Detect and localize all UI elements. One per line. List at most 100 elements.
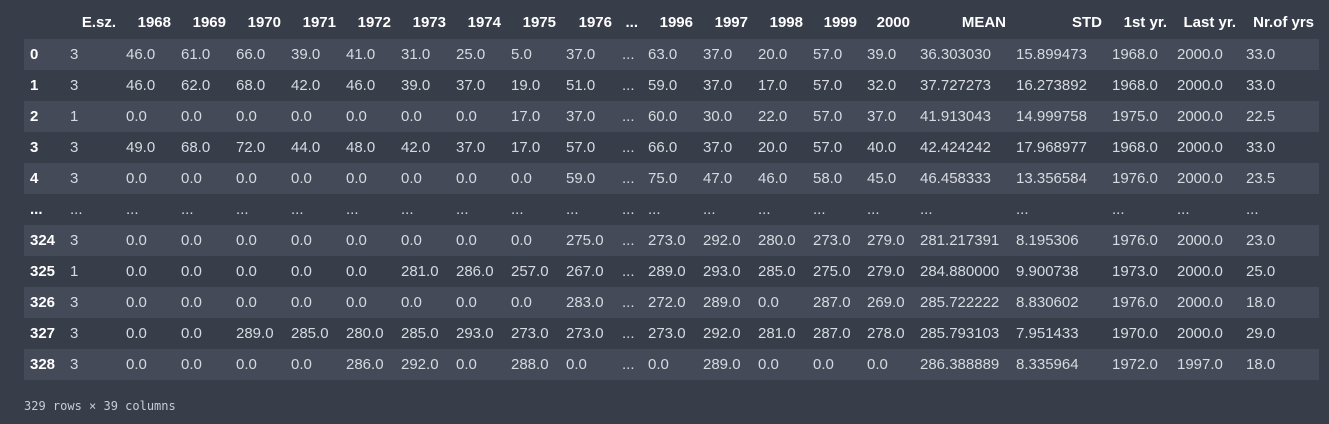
column-header: 1969 bbox=[192, 14, 226, 31]
table-cell: 37.0 bbox=[566, 108, 596, 125]
table-cell: ... bbox=[867, 201, 880, 218]
table-cell: 0.0 bbox=[126, 356, 147, 373]
table-cell: 0.0 bbox=[401, 108, 422, 125]
table-cell: 272.0 bbox=[648, 294, 686, 311]
table-cell: 285.793103 bbox=[920, 325, 1000, 342]
table-cell: 37.0 bbox=[703, 139, 733, 156]
table-cell: ... bbox=[1246, 201, 1259, 218]
table-cell: 23.5 bbox=[1246, 170, 1276, 187]
table-cell: 1968.0 bbox=[1112, 139, 1158, 156]
column-header: Nr.of yrs bbox=[1253, 14, 1314, 31]
table-cell: 2000.0 bbox=[1177, 170, 1223, 187]
table-cell: 267.0 bbox=[566, 263, 604, 280]
table-cell: 287.0 bbox=[813, 325, 851, 342]
table-cell: ... bbox=[622, 77, 635, 94]
table-cell: 7.951433 bbox=[1016, 325, 1079, 342]
table-cell: 8.195306 bbox=[1016, 232, 1079, 249]
table-cell: 18.0 bbox=[1246, 356, 1276, 373]
table-row: 326 3 0.0 0.0 0.0 0.0 0.0 0.0 0.0 0.0 283.0... 272.… bbox=[24, 287, 1319, 318]
table-cell: 273.0 bbox=[648, 232, 686, 249]
table-cell: 33.0 bbox=[1246, 46, 1276, 63]
table-cell: 0.0 bbox=[126, 170, 147, 187]
table-cell: 2000.0 bbox=[1177, 263, 1223, 280]
table-cell: 2000.0 bbox=[1177, 325, 1223, 342]
table-cell: 37.0 bbox=[456, 139, 486, 156]
table-cell: ... bbox=[622, 201, 635, 218]
table-cell: 18.0 bbox=[1246, 294, 1276, 311]
table-cell: 292.0 bbox=[703, 232, 741, 249]
table-cell: ... bbox=[622, 263, 635, 280]
table-cell: 286.388889 bbox=[920, 356, 1000, 373]
table-cell: 68.0 bbox=[236, 77, 266, 94]
table-cell: 285.0 bbox=[758, 263, 796, 280]
row-index-cell: 0 bbox=[30, 46, 39, 63]
table-cell: 279.0 bbox=[867, 263, 905, 280]
table-cell: 22.5 bbox=[1246, 108, 1276, 125]
table-cell: 0.0 bbox=[456, 356, 477, 373]
table-cell: 0.0 bbox=[401, 294, 422, 311]
table-cell: ... bbox=[126, 201, 139, 218]
table-cell: 23.0 bbox=[1246, 232, 1276, 249]
table-cell: 9.900738 bbox=[1016, 263, 1079, 280]
table-cell: 17.0 bbox=[511, 139, 541, 156]
table-cell: 59.0 bbox=[566, 170, 596, 187]
table-cell: 0.0 bbox=[126, 294, 147, 311]
table-row: 327 3 0.0 0.0 289.0 285.0 280.0 285.0 293.0 273.0… bbox=[24, 318, 1319, 349]
table-row-ellipsis: ........................................… bbox=[24, 194, 1319, 225]
table-cell: 32.0 bbox=[867, 77, 897, 94]
table-cell: 62.0 bbox=[181, 77, 211, 94]
table-cell: 273.0 bbox=[511, 325, 549, 342]
table-row: 4 3 0.0 0.0 0.0 0.0 0.0 0.0 0.0 0.0 59.0... 75.0 47.… bbox=[24, 163, 1319, 194]
table-cell: 47.0 bbox=[703, 170, 733, 187]
table-cell: 0.0 bbox=[346, 108, 367, 125]
table-cell: 275.0 bbox=[566, 232, 604, 249]
table-cell: 279.0 bbox=[867, 232, 905, 249]
table-cell: 48.0 bbox=[346, 139, 376, 156]
table-cell: 0.0 bbox=[346, 294, 367, 311]
table-cell: 37.727273 bbox=[920, 77, 991, 94]
table-cell: 41.0 bbox=[346, 46, 376, 63]
table-cell: 25.0 bbox=[1246, 263, 1276, 280]
table-cell: ... bbox=[622, 170, 635, 187]
row-index-cell: 325 bbox=[30, 263, 56, 280]
table-cell: 0.0 bbox=[511, 232, 532, 249]
table-cell: 13.356584 bbox=[1016, 170, 1087, 187]
column-header: 1972 bbox=[357, 14, 391, 31]
column-header: 2000 bbox=[876, 14, 910, 31]
table-cell: 1968.0 bbox=[1112, 77, 1158, 94]
row-index-cell: ... bbox=[30, 201, 43, 218]
table-cell: 281.0 bbox=[758, 325, 796, 342]
table-cell: 0.0 bbox=[181, 294, 202, 311]
column-header: Last yr. bbox=[1183, 14, 1236, 31]
table-cell: 0.0 bbox=[236, 263, 257, 280]
row-index-cell: 326 bbox=[30, 294, 56, 311]
table-cell: 292.0 bbox=[401, 356, 439, 373]
table-cell: 39.0 bbox=[401, 77, 431, 94]
table-cell: 0.0 bbox=[181, 325, 202, 342]
row-index-cell: 4 bbox=[30, 170, 39, 187]
table-cell: ... bbox=[622, 139, 635, 156]
table-cell: 2000.0 bbox=[1177, 294, 1223, 311]
table-cell: 283.0 bbox=[566, 294, 604, 311]
table-cell: 2000.0 bbox=[1177, 232, 1223, 249]
table-cell: 17.968977 bbox=[1016, 139, 1087, 156]
table-cell: 289.0 bbox=[236, 325, 274, 342]
table-cell: 57.0 bbox=[566, 139, 596, 156]
table-cell: ... bbox=[236, 201, 249, 218]
table-cell: 0.0 bbox=[291, 108, 312, 125]
table-shape-info: 329 rows × 39 columns bbox=[24, 399, 176, 413]
table-cell: 75.0 bbox=[648, 170, 678, 187]
table-cell: 1975.0 bbox=[1112, 108, 1158, 125]
table-cell: 0.0 bbox=[758, 294, 779, 311]
table-cell: ... bbox=[346, 201, 359, 218]
table-cell: ... bbox=[1016, 201, 1029, 218]
table-cell: 0.0 bbox=[867, 356, 888, 373]
table-cell: ... bbox=[622, 108, 635, 125]
table-cell: 0.0 bbox=[236, 356, 257, 373]
column-header: 1st yr. bbox=[1123, 14, 1167, 31]
table-cell: 8.830602 bbox=[1016, 294, 1079, 311]
table-cell: 0.0 bbox=[181, 170, 202, 187]
table-cell: 68.0 bbox=[181, 139, 211, 156]
column-header: 1976 bbox=[578, 14, 612, 31]
